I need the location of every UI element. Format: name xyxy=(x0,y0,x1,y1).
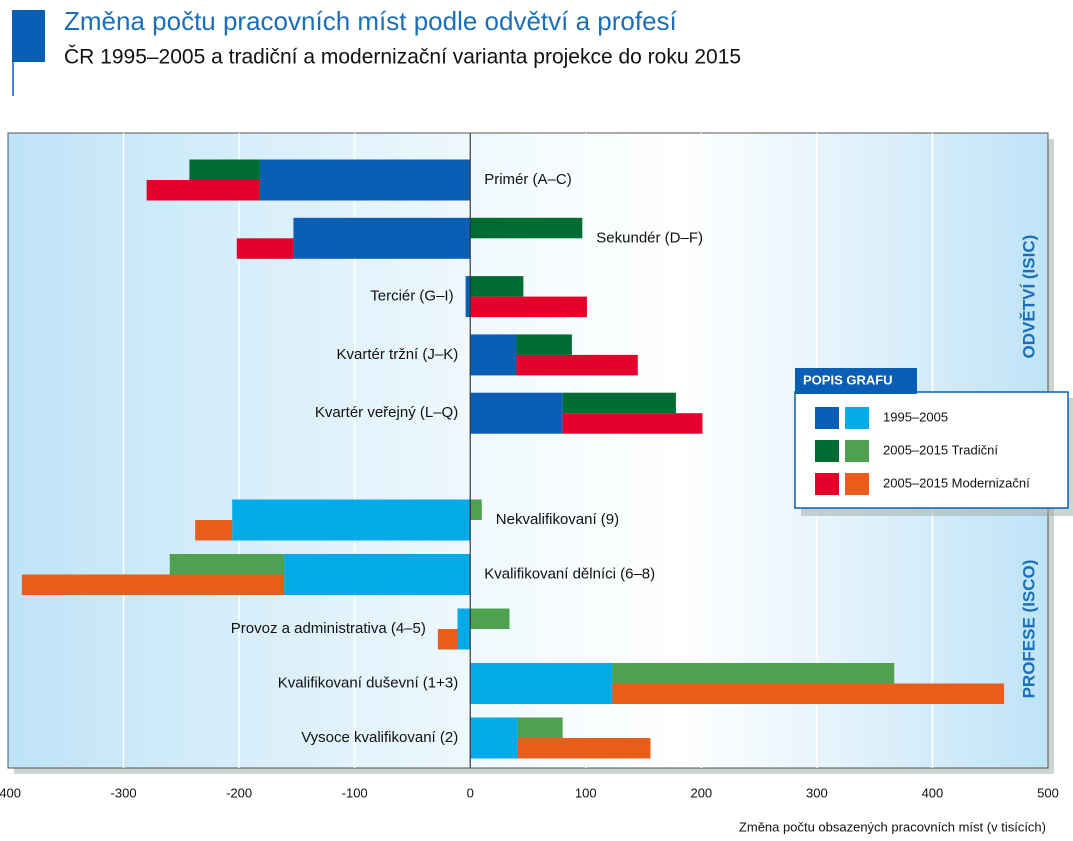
bar xyxy=(612,683,1005,704)
bar xyxy=(517,738,651,759)
x-tick-label: -100 xyxy=(342,785,368,800)
x-tick-label: 500 xyxy=(1037,785,1059,800)
bar xyxy=(470,499,482,520)
legend-swatch xyxy=(845,407,869,429)
bar xyxy=(146,180,260,201)
x-tick-label: -400 xyxy=(0,785,21,800)
legend-box xyxy=(794,391,1069,509)
bar xyxy=(189,159,260,180)
legend-swatch xyxy=(845,440,869,462)
bar xyxy=(612,663,895,684)
category-label: Primér (A–C) xyxy=(484,171,572,188)
bar xyxy=(470,717,518,759)
bar xyxy=(516,334,572,355)
bar xyxy=(437,629,458,650)
category-label: Nekvalifikovaní (9) xyxy=(496,511,619,528)
x-axis-label: Změna počtu obsazených pracovních míst (… xyxy=(739,819,1046,834)
bar xyxy=(284,554,471,595)
legend-swatch xyxy=(815,407,839,429)
bar xyxy=(293,217,471,259)
bar xyxy=(465,276,471,318)
x-tick-label: 300 xyxy=(806,785,828,800)
bar xyxy=(470,217,583,239)
bar xyxy=(470,663,613,704)
category-label: Sekundér (D–F) xyxy=(596,229,703,246)
bar xyxy=(470,276,524,297)
legend-swatch xyxy=(845,473,869,495)
bar xyxy=(195,520,233,541)
bar xyxy=(259,159,471,201)
bar xyxy=(21,574,285,595)
bar xyxy=(470,608,510,629)
category-label: Vysoce kvalifikovaní (2) xyxy=(301,729,458,746)
bar xyxy=(562,413,703,434)
bar xyxy=(457,608,471,650)
bar xyxy=(470,296,587,318)
legend-label: 2005–2015 Tradiční xyxy=(883,442,998,457)
legend-label: 1995–2005 xyxy=(883,409,948,424)
chart-title: Změna počtu pracovních míst podle odvětv… xyxy=(64,6,678,36)
category-label: Kvartér tržní (J–K) xyxy=(337,346,459,363)
bar xyxy=(470,334,517,376)
x-tick-label: -200 xyxy=(226,785,252,800)
bar xyxy=(169,554,285,575)
legend-swatch xyxy=(815,440,839,462)
x-tick-label: 200 xyxy=(690,785,712,800)
x-tick-label: 0 xyxy=(467,785,474,800)
bar xyxy=(517,717,563,738)
category-label: Kvalifikovaní duševní (1+3) xyxy=(278,674,459,691)
legend-title-bg xyxy=(795,368,917,394)
bar xyxy=(562,392,676,414)
bar xyxy=(232,499,471,541)
category-label: Kvalifikovaní dělníci (6–8) xyxy=(484,565,655,582)
group-label: ODVĚTVÍ (ISIC) xyxy=(1019,235,1038,359)
chart-subtitle: ČR 1995–2005 a tradiční a modernizační v… xyxy=(64,46,741,69)
category-label: Provoz a administrativa (4–5) xyxy=(231,620,426,637)
bar xyxy=(236,238,294,259)
category-label: Terciér (G–I) xyxy=(370,288,453,305)
x-tick-label: 400 xyxy=(922,785,944,800)
x-tick-label: 100 xyxy=(575,785,597,800)
group-label: PROFESE (ISCO) xyxy=(1019,560,1038,699)
legend-title: POPIS GRAFU xyxy=(803,372,893,387)
legend-label: 2005–2015 Modernizační xyxy=(883,475,1030,490)
x-tick-label: -300 xyxy=(111,785,137,800)
legend-swatch xyxy=(815,473,839,495)
bar xyxy=(516,354,638,376)
category-label: Kvartér veřejný (L–Q) xyxy=(315,404,458,421)
bar xyxy=(470,392,563,434)
header-marker xyxy=(12,10,45,62)
